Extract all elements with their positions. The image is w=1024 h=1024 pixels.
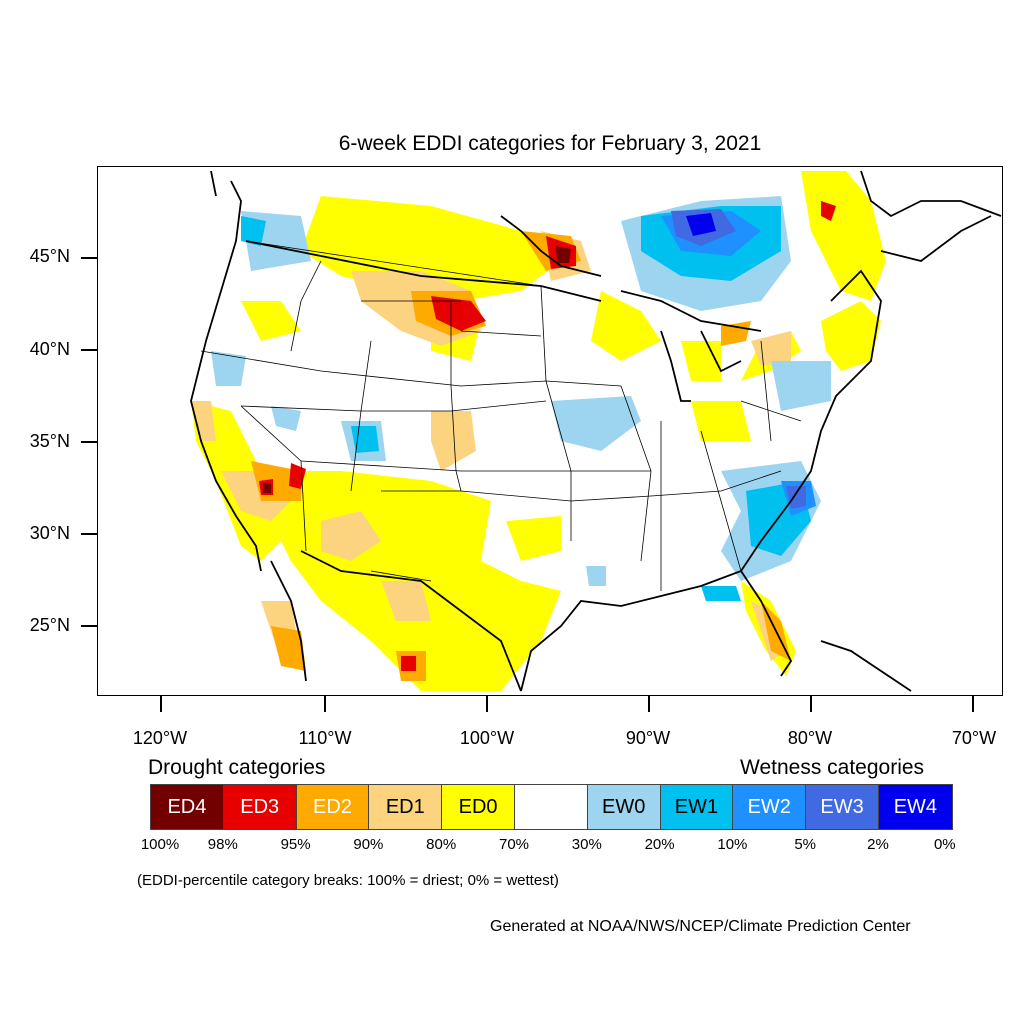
lon-tick <box>486 696 488 712</box>
legend-cell-ew4: EW4 <box>878 785 952 829</box>
ed4-areas <box>263 246 571 493</box>
drought-categories-title: Drought categories <box>148 756 326 779</box>
lat-label-45: 45°N <box>29 246 70 266</box>
legend-cell-ew1: EW1 <box>660 785 734 829</box>
percentile-label: 20% <box>644 836 675 853</box>
lat-tick <box>81 441 97 443</box>
legend-cell-ew0: EW0 <box>587 785 661 829</box>
map-canvas <box>190 170 1002 692</box>
percentile-label: 10% <box>717 836 748 853</box>
lon-label-90: 90°W <box>625 728 671 748</box>
legend-cell-ed0: ED0 <box>442 785 515 829</box>
percentile-label: 80% <box>426 836 457 853</box>
percentile-label: 5% <box>794 836 817 853</box>
lon-label-120: 120°W <box>132 728 188 748</box>
eddi-map <box>97 166 1003 696</box>
lon-label-80: 80°W <box>787 728 833 748</box>
percentile-label: 30% <box>571 836 602 853</box>
lat-tick <box>81 533 97 535</box>
legend-cell-normal <box>514 785 588 829</box>
percentile-label: 0% <box>933 836 956 853</box>
lon-tick <box>810 696 812 712</box>
percentile-note: (EDDI-percentile category breaks: 100% =… <box>137 872 559 889</box>
lat-label-40: 40°N <box>29 339 70 359</box>
legend-colorbar: ED4 ED3 ED2 ED1 ED0 EW0 EW1 EW2 EW3 EW4 <box>150 784 953 830</box>
legend-cell-ew2: EW2 <box>733 785 807 829</box>
percentile-label: 70% <box>498 836 530 853</box>
wetness-categories-title: Wetness categories <box>740 756 925 779</box>
lat-tick <box>81 349 97 351</box>
lat-tick <box>81 625 97 627</box>
lon-tick <box>160 696 162 712</box>
lat-label-30: 30°N <box>29 523 70 543</box>
coastlines <box>190 170 1002 692</box>
legend-cell-ed4: ED4 <box>151 785 224 829</box>
lat-label-25: 25°N <box>29 615 70 635</box>
percentile-label: 98% <box>207 836 238 853</box>
ew4-areas <box>686 213 716 236</box>
lon-label-110: 110°W <box>298 728 352 748</box>
legend-cell-ed1: ED1 <box>369 785 443 829</box>
lon-label-100: 100°W <box>459 728 515 748</box>
lon-tick <box>324 696 326 712</box>
percentile-label: 95% <box>280 836 311 853</box>
percentile-label: 90% <box>353 836 384 853</box>
lon-label-70: 70°W <box>951 728 997 748</box>
legend-cell-ed3: ED3 <box>223 785 297 829</box>
state-boundaries <box>200 240 802 591</box>
lat-label-35: 35°N <box>29 431 70 451</box>
legend-cell-ew3: EW3 <box>806 785 879 829</box>
percentile-label: 2% <box>867 836 889 853</box>
legend-cell-ed2: ED2 <box>296 785 370 829</box>
percentile-label: 100% <box>140 836 180 853</box>
map-title: 6-week EDDI categories for February 3, 2… <box>338 132 762 155</box>
lat-tick <box>81 257 97 259</box>
lon-tick <box>972 696 974 712</box>
credit-text: Generated at NOAA/NWS/NCEP/Climate Predi… <box>490 918 911 935</box>
lon-tick <box>648 696 650 712</box>
